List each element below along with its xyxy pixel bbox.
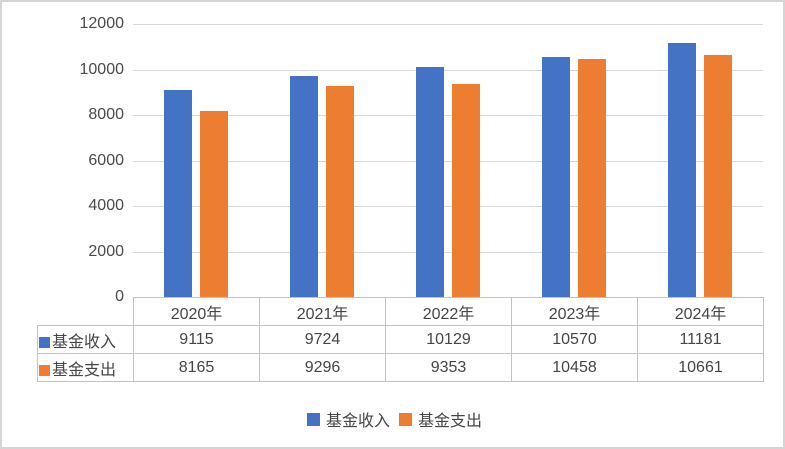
y-tick-label: 10000 [79, 60, 125, 78]
data-table: 2020年 2021年 2022年 2023年 2024年基金收入 9115 9724 101… [37, 297, 764, 382]
legend-label: 基金支出 [418, 413, 483, 430]
table-value-cell: 9115 [133, 325, 260, 354]
table-row: 基金支出 8165 9296 9353 10458 10661 [37, 353, 764, 382]
gridline [133, 251, 763, 253]
gridline [133, 115, 763, 116]
gridline [133, 69, 763, 71]
y-tick-label: 6000 [88, 151, 124, 169]
y-tick-label: 0 [115, 288, 124, 305]
bar-基金支出-2020年 [200, 111, 228, 297]
table-value-cell: 8165 [133, 353, 260, 382]
table-header-2022年: 2022年 [385, 297, 512, 326]
series-key-swatch [39, 336, 50, 348]
legend-item-基金收入: 基金收入 [306, 407, 390, 431]
bar-group-2023年 [511, 24, 637, 297]
gridline [133, 206, 763, 207]
bar-group-2021年 [259, 24, 385, 297]
y-tick-label: 4000 [88, 197, 124, 214]
bar-基金支出-2024年 [704, 54, 732, 297]
bar-基金收入-2022年 [416, 66, 444, 297]
bar-group-2022年 [385, 24, 511, 297]
table-header-2020年: 2020年 [133, 297, 260, 326]
table-value-cell: 10458 [511, 353, 638, 382]
y-tick-label: 12000 [79, 15, 125, 32]
series-name: 基金收入 [52, 333, 117, 351]
y-tick-label: 8000 [88, 106, 124, 123]
gridline [133, 24, 763, 25]
table-value-cell: 10129 [385, 325, 512, 354]
table-corner-cell [38, 298, 134, 326]
bar-基金收入-2021年 [290, 75, 318, 297]
bar-基金支出-2022年 [452, 84, 480, 297]
table-row: 基金收入 9115 9724 10129 10570 11181 [37, 325, 764, 354]
bar-基金支出-2021年 [326, 85, 354, 297]
legend: 基金收入 基金支出 [2, 407, 783, 431]
table-row-label: 基金收入 [37, 325, 134, 354]
table-value-cell: 9296 [259, 353, 386, 382]
table-value-cell: 10661 [637, 353, 764, 382]
bar-基金收入-2024年 [668, 42, 696, 297]
legend-swatch [306, 412, 320, 426]
series-key-swatch [39, 364, 50, 376]
table-value-cell: 10570 [511, 325, 638, 354]
bar-group-2020年 [133, 24, 259, 297]
table-value-cell: 9724 [259, 325, 386, 354]
plot-area [133, 24, 763, 297]
series-name: 基金支出 [52, 361, 117, 379]
legend-label: 基金收入 [325, 413, 390, 430]
gridline [133, 160, 763, 162]
table-header-2024年: 2024年 [637, 297, 764, 326]
bar-基金收入-2023年 [542, 56, 570, 297]
bar-基金收入-2020年 [164, 89, 192, 297]
legend-item-基金支出: 基金支出 [399, 407, 482, 431]
table-header-2021年: 2021年 [259, 297, 386, 326]
table-value-cell: 9353 [385, 353, 512, 382]
bar-group-2024年 [637, 24, 763, 297]
table-header-2023年: 2023年 [511, 297, 638, 326]
y-tick-label: 2000 [88, 242, 124, 260]
bar-基金支出-2023年 [578, 59, 606, 297]
legend-swatch [399, 412, 412, 426]
table-value-cell: 11181 [637, 325, 764, 354]
table-row-label: 基金支出 [37, 353, 134, 382]
bars-area [133, 24, 763, 297]
